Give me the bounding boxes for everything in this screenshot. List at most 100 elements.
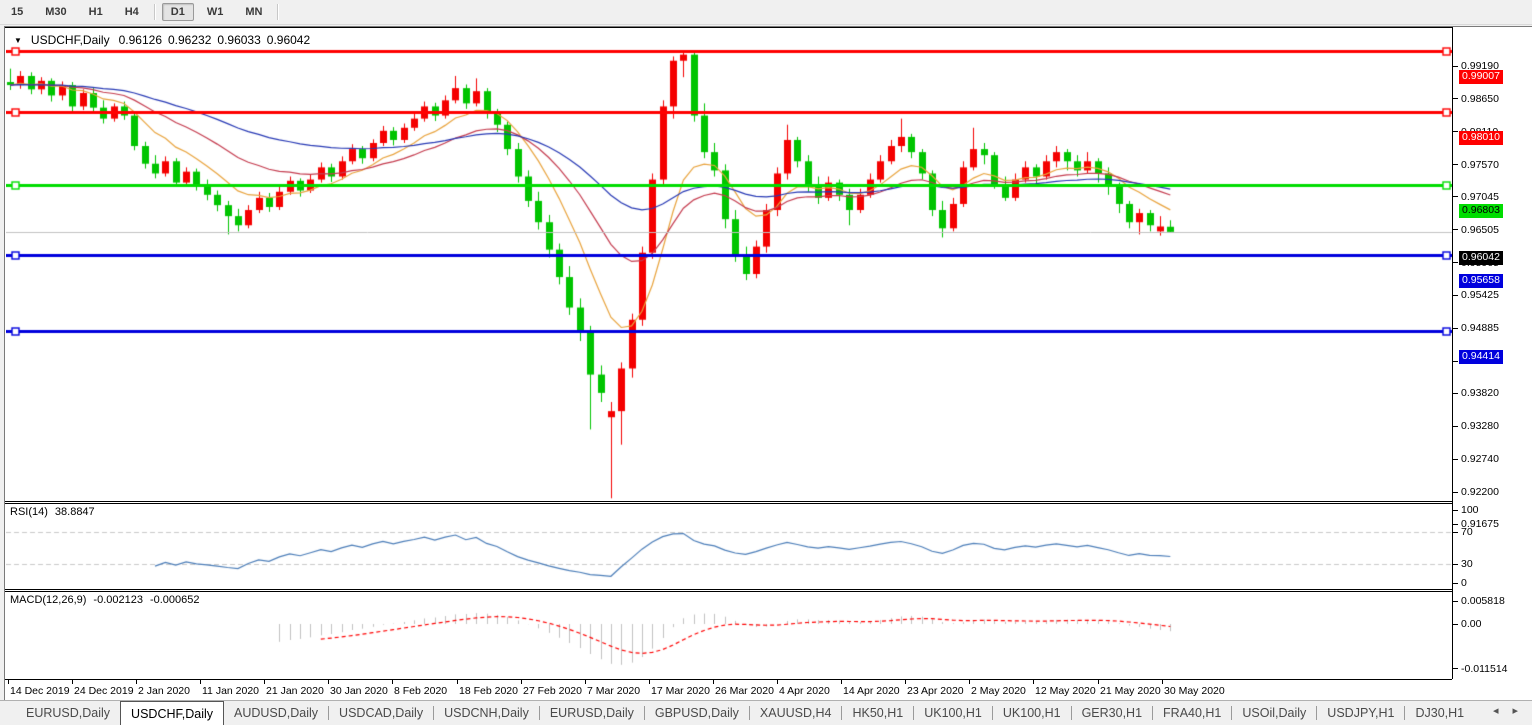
tab-separator <box>538 706 540 720</box>
macd-separator-line-1[interactable] <box>5 589 1452 590</box>
date-tick-mark <box>521 680 522 684</box>
axis-tick-mark <box>1453 65 1458 67</box>
timeframe-button-d1[interactable]: D1 <box>161 3 194 21</box>
date-axis-label: 18 Feb 2020 <box>459 685 518 697</box>
rsi-axis-tick <box>1453 563 1458 565</box>
macd-axis-tick <box>1453 668 1458 670</box>
date-axis-label: 14 Dec 2019 <box>10 685 70 697</box>
tab-separator <box>841 706 843 720</box>
date-tick-mark <box>969 680 970 684</box>
chart-tab-xauusd-h4[interactable]: XAUUSD,H4 <box>759 706 832 720</box>
date-tick-mark <box>200 680 201 684</box>
tab-separator <box>1316 706 1318 720</box>
timeframe-button-m30[interactable]: M30 <box>45 6 67 18</box>
date-axis-label: 2 Jan 2020 <box>138 685 190 697</box>
bottom-border <box>5 679 1452 680</box>
axis-tick-mark <box>1453 262 1458 264</box>
chart-tab-eurusd-daily[interactable]: EURUSD,Daily <box>549 706 634 720</box>
macd-axis-label: 0.00 <box>1461 618 1482 630</box>
axis-tick-mark <box>1453 131 1458 133</box>
date-tick-mark <box>1098 680 1099 684</box>
date-axis-label: 30 May 2020 <box>1164 685 1225 697</box>
timeframe-toolbar: 15 M30 H1 H4 D1 W1 MN <box>0 0 1532 25</box>
date-axis-label: 11 Jan 2020 <box>202 685 260 697</box>
rsi-axis-label: 30 <box>1461 558 1473 570</box>
macd-axis-tick <box>1453 623 1458 625</box>
price-axis[interactable]: 0.991900.986500.981100.975700.970450.965… <box>1453 27 1532 679</box>
timeframe-button-h1[interactable]: H1 <box>88 6 103 18</box>
ohlc-close: 0.96042 <box>266 33 311 47</box>
rsi-axis-label: 100 <box>1461 504 1479 516</box>
chart-tab-hk50-h1[interactable]: HK50,H1 <box>852 706 904 720</box>
chart-tab-usdcnh-daily[interactable]: USDCNH,Daily <box>444 706 529 720</box>
macd-axis-label: -0.011514 <box>1461 662 1508 675</box>
chart-tab-uk100-h1[interactable]: UK100,H1 <box>924 706 982 720</box>
price-axis-label: 0.93280 <box>1461 420 1499 433</box>
timeframe-button-w1[interactable]: W1 <box>206 6 224 18</box>
rsi-axis-label: 70 <box>1461 526 1473 538</box>
tab-separator <box>913 706 915 720</box>
tab-scroll-left-icon[interactable]: ◂ <box>1492 705 1499 717</box>
chart-dropdown-icon[interactable]: ▼ <box>14 35 22 45</box>
axis-tick-mark <box>1453 458 1458 460</box>
chart-tab-ger30-h1[interactable]: GER30,H1 <box>1081 706 1143 720</box>
tab-scroll-right-icon[interactable]: ▸ <box>1512 705 1518 717</box>
axis-tick-mark <box>1453 425 1458 427</box>
price-axis-label: 0.94885 <box>1461 322 1499 335</box>
tab-separator <box>991 706 993 720</box>
timeframe-button-h4[interactable]: H4 <box>124 6 139 18</box>
rsi-indicator-label: RSI(14) 38.8847 <box>10 506 95 518</box>
date-axis-label: 21 Jan 2020 <box>266 685 324 697</box>
date-tick-mark <box>264 680 265 684</box>
timeframe-button-15[interactable]: 15 <box>11 6 24 18</box>
axis-tick-mark <box>1453 98 1458 100</box>
rsi-axis-tick <box>1453 582 1458 584</box>
date-tick-mark <box>841 680 842 684</box>
main-panel-top-border <box>5 27 1452 28</box>
chart-tab-gbpusd-daily[interactable]: GBPUSD,Daily <box>654 706 739 720</box>
rsi-panel-canvas[interactable] <box>6 504 1452 589</box>
date-axis-label: 24 Dec 2019 <box>74 685 134 697</box>
date-axis-label: 14 Apr 2020 <box>843 685 900 697</box>
tab-separator <box>643 706 645 720</box>
chart-tab-eurusd-daily[interactable]: EURUSD,Daily <box>26 706 111 720</box>
chart-tab-audusd-daily[interactable]: AUDUSD,Daily <box>234 706 319 720</box>
main-chart-canvas[interactable] <box>6 28 1452 500</box>
axis-tick-mark <box>1453 523 1458 525</box>
rsi-separator-line-1[interactable] <box>5 501 1452 502</box>
axis-tick-mark <box>1453 491 1458 493</box>
macd-main-value: -0.002123 <box>93 594 143 606</box>
chart-tab-fra40-h1[interactable]: FRA40,H1 <box>1163 706 1222 720</box>
tab-separator <box>748 706 750 720</box>
rsi-axis-tick <box>1453 509 1458 511</box>
date-axis[interactable]: 14 Dec 2019 24 Dec 2019 2 Jan 2020 11 Jan 2… <box>5 680 1532 700</box>
date-axis-label: 8 Feb 2020 <box>394 685 448 697</box>
chart-tab-usdjpy-h1[interactable]: USDJPY,H1 <box>1327 706 1395 720</box>
macd-panel-canvas[interactable] <box>6 592 1452 678</box>
price-axis-label: 0.97570 <box>1461 158 1499 171</box>
hline-price-tag: 0.94414 <box>1459 350 1503 365</box>
chart-tab-uk100-h1[interactable]: UK100,H1 <box>1002 706 1061 720</box>
tab-scrollers: ◂ ▸ <box>1493 704 1518 717</box>
chart-tab-usoil-daily[interactable]: USOil,Daily <box>1242 706 1307 720</box>
chart-tab-usdchf-daily[interactable]: USDCHF,Daily <box>120 701 224 725</box>
date-axis-label: 12 May 2020 <box>1035 685 1096 697</box>
axis-tick-mark <box>1453 294 1458 296</box>
chart-window: ▼ USDCHF,Daily 0.96126 0.96232 0.96033 0… <box>4 26 1532 700</box>
date-tick-mark <box>1162 680 1163 684</box>
axis-tick-mark <box>1453 327 1458 329</box>
tab-separator <box>433 706 435 720</box>
ohlc-open: 0.96126 <box>118 33 162 47</box>
chart-tab-dj30-h1[interactable]: DJ30,H1 <box>1415 706 1465 720</box>
timeframe-button-mn[interactable]: MN <box>245 6 263 18</box>
date-tick-mark <box>457 680 458 684</box>
macd-signal-value: -0.000652 <box>149 594 200 606</box>
rsi-separator-line-2 <box>5 503 1452 504</box>
chart-tab-usdcad-daily[interactable]: USDCAD,Daily <box>339 706 424 720</box>
date-tick-mark <box>392 680 393 684</box>
date-axis-label: 23 Apr 2020 <box>907 685 964 697</box>
date-axis-label: 21 May 2020 <box>1100 685 1161 697</box>
price-axis-label: 0.93820 <box>1461 387 1499 400</box>
toolbar-separator <box>277 4 280 20</box>
